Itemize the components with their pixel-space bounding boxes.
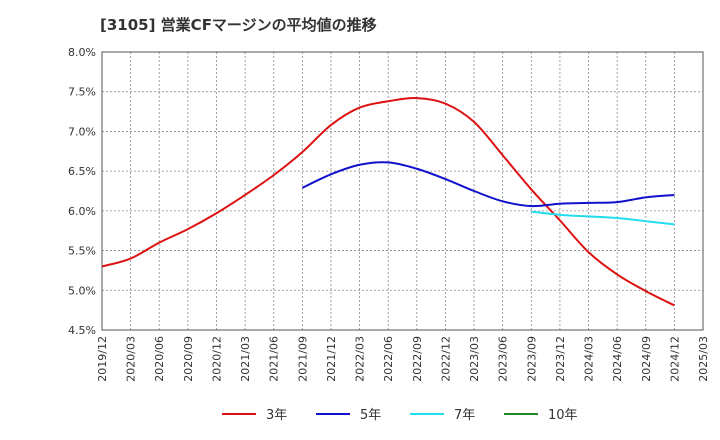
- y-tick-label: 4.5%: [68, 324, 96, 337]
- y-tick-label: 5.0%: [68, 284, 96, 297]
- x-tick-label: 2022/03: [354, 336, 367, 382]
- legend-label-3: 10年: [548, 408, 578, 423]
- x-tick-label: 2023/12: [554, 336, 567, 382]
- x-tick-label: 2022/12: [439, 336, 452, 382]
- y-tick-label: 7.0%: [68, 125, 96, 138]
- x-tick-label: 2021/06: [268, 336, 281, 382]
- x-tick-label: 2024/06: [611, 336, 624, 382]
- y-tick-label: 5.5%: [68, 245, 96, 258]
- x-tick-label: 2024/12: [668, 336, 681, 382]
- x-tick-label: 2021/09: [296, 336, 309, 382]
- x-tick-label: 2023/06: [497, 336, 510, 382]
- legend-label-0: 3年: [266, 408, 287, 423]
- x-tick-label: 2022/06: [382, 336, 395, 382]
- legend: 3年 5年 7年 10年: [222, 408, 578, 423]
- y-tick-label: 8.0%: [68, 46, 96, 59]
- y-tick-label: 6.0%: [68, 205, 96, 218]
- x-tick-label: 2020/09: [182, 336, 195, 382]
- x-tick-label: 2020/12: [210, 336, 223, 382]
- x-tick-label: 2020/06: [153, 336, 166, 382]
- series-line-2: [531, 210, 675, 226]
- series-layer: [101, 97, 675, 307]
- y-axis: 8.0% 7.5% 7.0% 6.5% 6.0% 5.5% 5.0% 4.5%: [68, 46, 96, 337]
- plot-area: [102, 52, 703, 330]
- plot-frame: [101, 51, 704, 331]
- x-tick-label: 2021/12: [325, 336, 338, 382]
- x-tick-label: 2020/03: [125, 336, 138, 382]
- y-tick-label: 6.5%: [68, 165, 96, 178]
- x-axis: 2019/12 2020/03 2020/06 2020/09 2020/12 2021/…: [96, 336, 710, 382]
- legend-label-1: 5年: [360, 408, 381, 423]
- series-line-1: [301, 161, 675, 208]
- grid-lines: [101, 51, 704, 331]
- x-tick-label: 2022/09: [411, 336, 424, 382]
- x-tick-label: 2025/03: [697, 336, 710, 382]
- y-tick-label: 7.5%: [68, 86, 96, 99]
- x-tick-label: 2021/03: [239, 336, 252, 382]
- legend-label-2: 7年: [454, 408, 475, 423]
- x-tick-label: 2019/12: [96, 336, 109, 382]
- series-line-0: [101, 97, 675, 307]
- x-tick-label: 2024/09: [640, 336, 653, 382]
- x-tick-label: 2023/03: [468, 336, 481, 382]
- chart-title: [3105] 営業CFマージンの平均値の推移: [100, 16, 377, 34]
- x-tick-label: 2024/03: [583, 336, 596, 382]
- x-tick-label: 2023/09: [525, 336, 538, 382]
